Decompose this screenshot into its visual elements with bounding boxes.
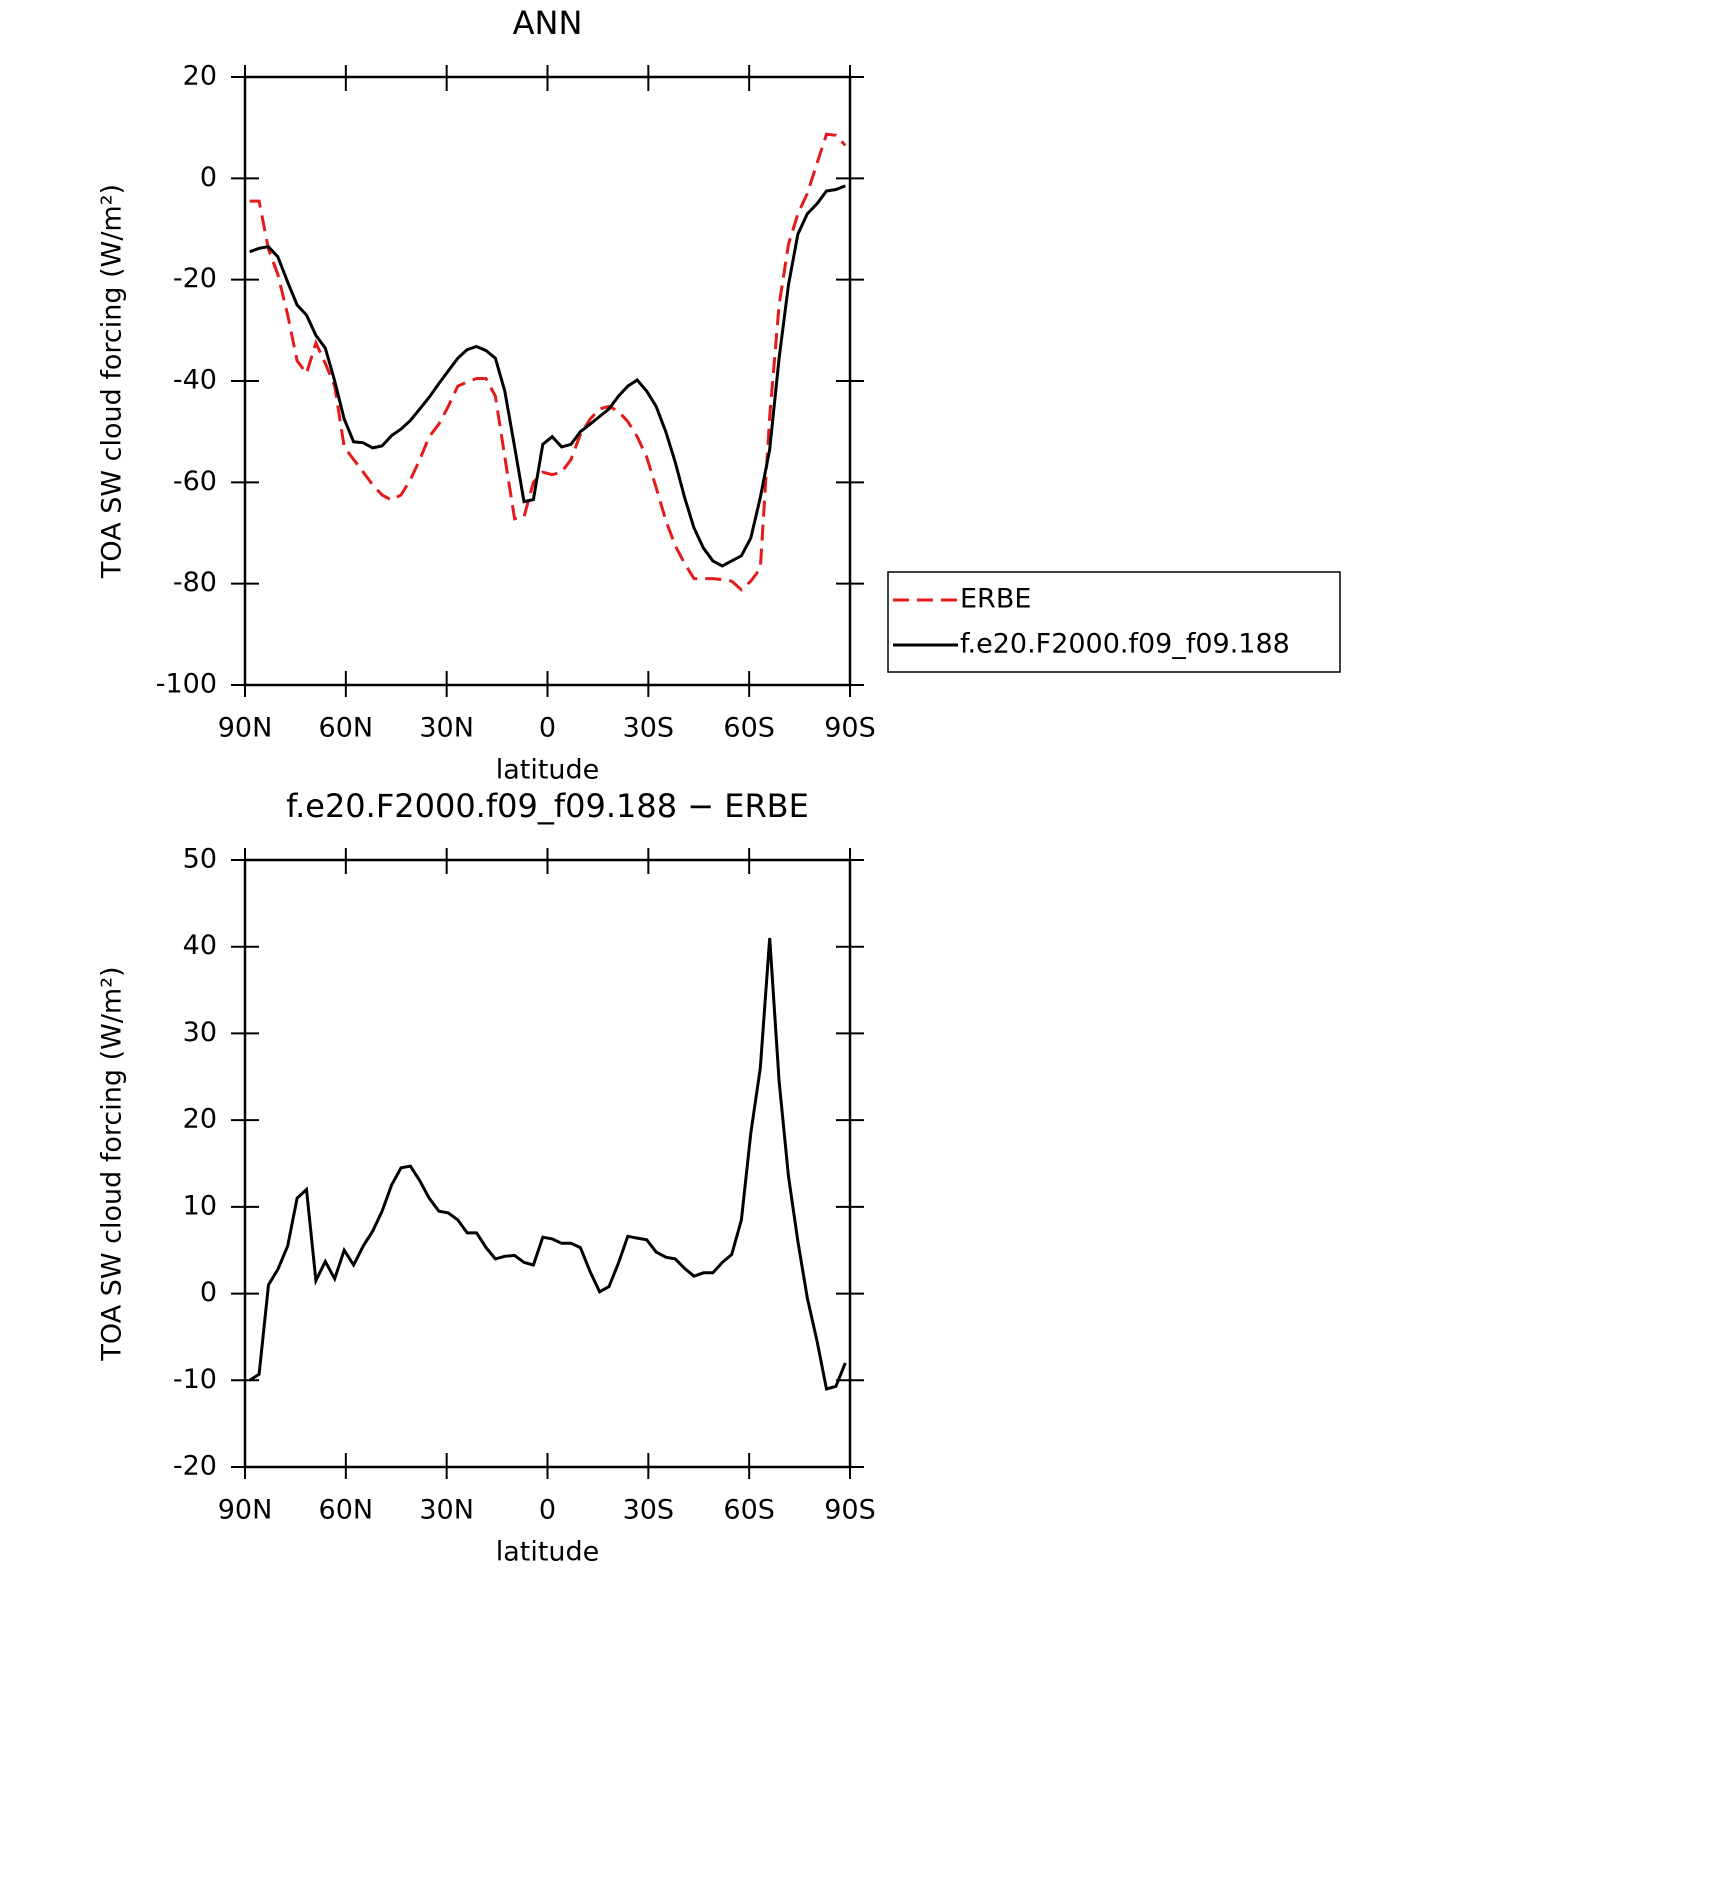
- y-tick-label: 50: [183, 844, 217, 875]
- x-tick-label: 60S: [723, 713, 775, 744]
- plot-frame: [243, 75, 852, 687]
- y-tick-label: -10: [173, 1364, 217, 1395]
- data-line: [249, 184, 846, 568]
- y-tick-label: 30: [183, 1017, 217, 1048]
- x-tick-label: 30S: [623, 713, 675, 744]
- data-line: [249, 132, 847, 592]
- y-tick-label: -20: [173, 263, 217, 294]
- x-axis-label: latitude: [496, 755, 600, 786]
- x-tick-label: 90N: [218, 1495, 273, 1526]
- x-tick-label: 30S: [623, 1495, 675, 1526]
- legend-label: f.e20.F2000.f09_f09.188: [960, 629, 1290, 660]
- y-axis-label: TOA SW cloud forcing (W/m²): [97, 966, 128, 1361]
- legend-box: [887, 571, 1341, 673]
- legend-label: ERBE: [960, 584, 1031, 615]
- y-tick-label: -80: [173, 567, 217, 598]
- y-tick-label: -100: [156, 669, 217, 700]
- y-tick-label: 10: [183, 1190, 217, 1221]
- x-tick-label: 30N: [419, 1495, 474, 1526]
- y-tick-label: 0: [200, 162, 217, 193]
- y-tick-label: 20: [183, 1104, 217, 1135]
- x-axis-label: latitude: [496, 1537, 600, 1568]
- x-tick-label: 60N: [319, 713, 374, 744]
- chart-title: f.e20.F2000.f09_f09.188 − ERBE: [286, 787, 809, 825]
- data-line: [248, 937, 847, 1391]
- y-tick-label: 40: [183, 930, 217, 961]
- x-tick-label: 90N: [218, 713, 273, 744]
- x-tick-label: 60S: [723, 1495, 775, 1526]
- y-tick-label: 0: [200, 1277, 217, 1308]
- y-tick-label: -40: [173, 365, 217, 396]
- x-tick-label: 90S: [824, 1495, 876, 1526]
- y-tick-label: 20: [183, 61, 217, 92]
- x-tick-label: 0: [539, 713, 556, 744]
- x-tick-label: 30N: [419, 713, 474, 744]
- chart-title: ANN: [513, 4, 583, 42]
- plot-frame: [243, 858, 852, 1469]
- y-axis-label: TOA SW cloud forcing (W/m²): [97, 184, 128, 579]
- x-tick-label: 90S: [824, 713, 876, 744]
- x-tick-label: 0: [539, 1495, 556, 1526]
- y-tick-label: -60: [173, 466, 217, 497]
- x-tick-label: 60N: [319, 1495, 374, 1526]
- y-tick-label: -20: [173, 1451, 217, 1482]
